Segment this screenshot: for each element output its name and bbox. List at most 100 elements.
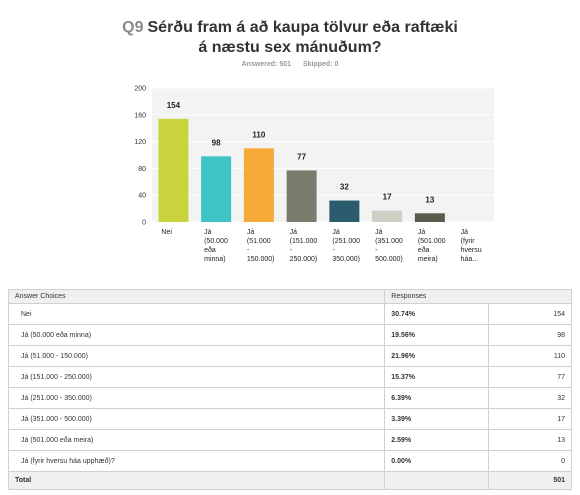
y-tick-label: 120: [134, 139, 146, 146]
x-category-label-line: 500.000): [375, 256, 403, 263]
x-category-label-line: Já: [204, 229, 212, 236]
answer-choice-cell: Já (351.000 - 500.000): [7, 408, 386, 430]
x-category-label-line: Já: [418, 229, 426, 236]
bar-value-label: 77: [297, 152, 306, 161]
count-cell: 32: [488, 387, 572, 409]
table-header-row: Answer Choices Responses: [7, 289, 572, 304]
total-row: Total 501: [7, 471, 572, 490]
response-stats: Answered: 501 Skipped: 0: [0, 61, 580, 68]
bar: [372, 210, 403, 222]
percent-cell: 15.37%: [384, 366, 490, 388]
percent-cell: 21.96%: [384, 345, 490, 367]
y-tick-label: 160: [134, 112, 146, 119]
x-category-label-line: háa...: [461, 256, 479, 263]
x-category-label-line: Já: [461, 229, 469, 236]
x-category-label-line: Nei: [161, 229, 172, 236]
x-category-label: Já (351.000 - 500.000): [375, 229, 403, 263]
x-category-label: Nei: [161, 229, 172, 236]
x-category-label-line: Já: [332, 229, 340, 236]
x-category-label-line: Já: [375, 229, 383, 236]
skipped-count: Skipped: 0: [302, 61, 339, 68]
bar-value-label: 110: [252, 130, 265, 139]
header-responses: Responses: [384, 289, 572, 304]
percent-cell: 6.39%: [384, 387, 490, 409]
x-category-label-line: (fyrir: [461, 238, 476, 245]
x-category-label-line: -: [332, 247, 335, 254]
percent-cell: 0.00%: [384, 450, 490, 472]
x-category-label-line: (50.000: [204, 238, 228, 245]
bar: [414, 213, 445, 222]
x-category-label-line: (501.000: [418, 238, 446, 245]
percent-cell: 30.74%: [384, 303, 490, 325]
x-category-label-line: hversu: [461, 247, 482, 254]
bar-value-label: 13: [425, 195, 434, 204]
x-category-label-line: (351.000: [375, 238, 403, 245]
y-tick-label: 200: [134, 86, 146, 93]
x-category-label-line: 150.000): [247, 256, 275, 263]
table-row: Já (51.000 - 150.000) 21.96% 110: [7, 345, 572, 367]
count-cell: 77: [488, 366, 572, 388]
x-category-label-line: Já: [290, 229, 298, 236]
bar-value-label: 98: [212, 138, 221, 147]
bar-value-label: 154: [167, 101, 181, 110]
x-category-label-line: -: [375, 247, 378, 254]
percent-cell: 3.39%: [384, 408, 490, 430]
count-cell: 0: [488, 450, 572, 472]
y-tick-label: 80: [138, 166, 146, 173]
x-category-label-line: Já: [247, 229, 255, 236]
x-category-label-line: meira): [418, 256, 438, 263]
table-row: Já (151.000 - 250.000) 15.37% 77: [7, 366, 572, 388]
percent-cell: 2.59%: [384, 429, 490, 451]
x-category-label: Já (fyrir hversu háa...: [461, 229, 482, 263]
bar-value-label: 32: [340, 183, 349, 192]
count-cell: 13: [488, 429, 572, 451]
question-title-line2: á næstu sex mánuðum?: [198, 39, 382, 56]
count-cell: 17: [488, 408, 572, 430]
x-category-label-line: 250.000): [290, 256, 318, 263]
bar: [286, 170, 317, 222]
question-title-line1: Sérðu fram á að kaupa tölvur eða raftæki: [147, 19, 458, 36]
y-tick-label: 0: [142, 220, 146, 227]
total-count: 501: [488, 471, 572, 490]
question-number: Q9: [122, 19, 144, 36]
x-category-label-line: -: [290, 247, 293, 254]
bar-value-label: 17: [383, 193, 392, 202]
answer-choice-cell: Já (501.000 eða meira): [7, 429, 386, 451]
x-category-label-line: 350.000): [332, 256, 360, 263]
table-row: Já (501.000 eða meira) 2.59% 13: [7, 429, 572, 451]
percent-cell: 19.56%: [384, 324, 490, 346]
x-category-label: Já (50.000 eða minna): [204, 229, 228, 263]
x-category-label: Já (501.000 eða meira): [418, 229, 446, 263]
responses-table: Answer Choices Responses Nei 30.74% 154 Já …: [7, 289, 572, 490]
answered-count: Answered: 501: [241, 61, 292, 68]
x-category-label-line: eða: [418, 246, 430, 254]
answer-choice-cell: Já (151.000 - 250.000): [7, 366, 386, 388]
table-body: Nei 30.74% 154 Já (50.000 eða minna) 19.56% 9…: [7, 303, 572, 490]
answer-choice-cell: Já (fyrir hversu háa upphæð)?: [7, 450, 386, 472]
x-category-label: Já (151.000 - 250.000): [290, 229, 318, 263]
question-title: Q9 Sérðu fram á að kaupa tölvur eða raftæ…: [0, 18, 580, 58]
header-answer-choices: Answer Choices: [7, 289, 386, 304]
bar: [158, 118, 189, 222]
x-category-label-line: (151.000: [290, 238, 318, 245]
table-row: Já (351.000 - 500.000) 3.39% 17: [7, 408, 572, 430]
count-cell: 154: [488, 303, 572, 325]
x-category-label-line: -: [247, 247, 250, 254]
x-category-label-line: eða: [204, 246, 216, 254]
total-label: Total: [7, 471, 386, 490]
answer-choice-cell: Já (251.000 - 350.000): [7, 387, 386, 409]
table-row: Nei 30.74% 154: [7, 303, 572, 325]
x-category-label: Já (251.000 - 350.000): [332, 229, 360, 263]
table-row: Já (fyrir hversu háa upphæð)? 0.00% 0: [7, 450, 572, 472]
x-category-label-line: (251.000: [332, 238, 360, 245]
answer-choice-cell: Nei: [7, 303, 386, 325]
total-pct-cell: [384, 471, 490, 490]
y-tick-label: 40: [138, 193, 146, 200]
x-category-label-line: (51.000: [247, 238, 271, 245]
count-cell: 110: [488, 345, 572, 367]
answer-choice-cell: Já (50.000 eða minna): [7, 324, 386, 346]
bar: [243, 148, 274, 222]
bar: [329, 200, 360, 222]
answer-choice-cell: Já (51.000 - 150.000): [7, 345, 386, 367]
